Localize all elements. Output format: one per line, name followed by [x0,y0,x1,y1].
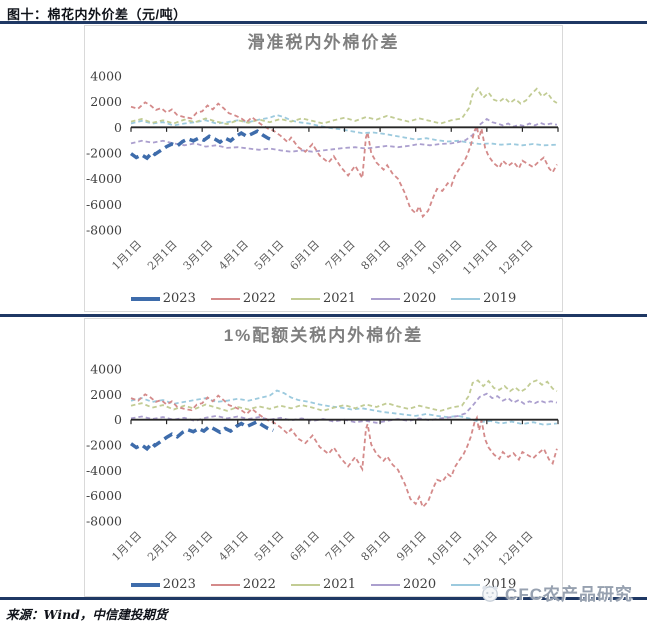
x-tick-label: 5月1日 [252,238,287,273]
legend-swatch-2022 [210,297,240,300]
y-tick-label: 4000 [90,362,122,377]
source-text: 来源：Wind，中信建投期货 [6,607,168,622]
legend-swatch-2023 [130,582,160,587]
x-tick-label: 9月1日 [394,238,429,273]
legend-swatch-2019 [451,583,481,586]
x-tick-label: 11月1日 [460,529,500,569]
figure-title: 图十：棉花内外价差（元/吨） [7,7,187,22]
chart-panel-1: 滑准税内外棉价差 4000 2000 0 -2000 -4000 -6000 -8000 1月… [84,25,563,312]
legend-swatch-2023 [130,296,160,301]
series-2022-line [130,393,558,509]
x-tick-label: 6月1日 [287,529,322,564]
series-2022-line [130,101,558,219]
x-tick-label: 12月1日 [496,529,536,569]
y-tick-label: 0 [114,120,122,135]
legend-label-2021: 2021 [322,577,357,592]
y-tick-label: -2000 [86,146,122,161]
y-tick-label: -4000 [86,171,122,186]
y-tick-label: 4000 [90,69,122,84]
y-tick-label: -6000 [86,197,122,212]
x-tick-label: 12月1日 [496,238,536,278]
legend-swatch-2019 [451,297,481,300]
legend-item-2019: 2019 [451,291,516,306]
legend-item-2021: 2021 [290,291,357,306]
legend-swatch-2020 [371,583,401,586]
x-tick-label: 4月1日 [216,238,251,273]
x-tick-label: 8月1日 [359,238,394,273]
y-tick-label: 2000 [90,94,122,109]
series-2021-line [130,86,558,126]
legend-item-2020: 2020 [371,291,436,306]
x-tick-label: 1月1日 [109,529,144,564]
series-2023-line [129,419,274,452]
x-tick-label: 3月1日 [181,529,216,564]
legend-label-2023: 2023 [162,577,196,592]
x-tick-label: 3月1日 [181,238,216,273]
x-tick-label: 10月1日 [425,529,465,569]
x-tick-label: 7月1日 [323,529,358,564]
chart-1-title: 滑准税内外棉价差 [247,33,400,52]
x-tick-label: 4月1日 [216,529,251,564]
chart-1-legend: 2023 2022 2021 2020 2019 [130,286,516,311]
legend-swatch-2020 [371,297,401,300]
cfc-logo-icon [482,585,498,602]
x-tick-label: 6月1日 [287,238,322,273]
x-tick-label: 10月1日 [425,238,465,278]
series-2020-line [130,117,558,153]
y-tick-label: 2000 [90,387,122,402]
legend-item-2023: 2023 [130,291,196,306]
legend-item-2023: 2023 [130,577,196,592]
legend-label-2022: 2022 [242,577,276,592]
chart-2-title: 1%配额关税内外棉价差 [223,326,424,345]
y-tick-label: 0 [114,412,122,427]
x-tick-label: 1月1日 [109,238,144,273]
y-tick-label: -2000 [86,438,122,453]
header-rule [0,21,647,24]
legend-item-2022: 2022 [210,291,276,306]
x-tick-label: 8月1日 [359,529,394,564]
legend-label-2022: 2022 [242,291,276,306]
watermark: CFC农产品研究 [480,580,633,605]
x-tick-label: 9月1日 [394,529,429,564]
legend-item-2022: 2022 [210,577,276,592]
series-2023-line [129,129,274,161]
y-tick-label: -8000 [86,223,122,238]
panel-divider-rule [0,314,647,317]
y-tick-label: -4000 [86,463,122,478]
legend-label-2021: 2021 [322,291,357,306]
x-tick-label: 5月1日 [252,529,287,564]
x-tick-label: 2月1日 [145,529,180,564]
legend-item-2021: 2021 [290,577,357,592]
legend-swatch-2021 [290,583,320,586]
legend-label-2019: 2019 [483,291,517,306]
legend-swatch-2021 [290,297,320,300]
legend-label-2020: 2020 [403,577,437,592]
footer-rule [0,597,647,600]
legend-item-2020: 2020 [371,577,436,592]
legend-label-2020: 2020 [403,291,437,306]
y-tick-label: -6000 [86,488,122,503]
series-2021-line [130,379,558,412]
legend-swatch-2022 [210,583,240,586]
watermark-text: CFC农产品研究 [505,585,633,604]
chart-2-legend: 2023 2022 2021 2020 2019 [130,573,516,596]
legend-label-2023: 2023 [162,291,196,306]
x-tick-label: 7月1日 [323,238,358,273]
chart-panel-2: 1%配额关税内外棉价差 4000 2000 0 -2000 -4000 -6000 -800… [84,318,563,597]
x-tick-label: 2月1日 [145,238,180,273]
x-tick-label: 11月1日 [460,238,500,278]
y-tick-label: -8000 [86,514,122,529]
